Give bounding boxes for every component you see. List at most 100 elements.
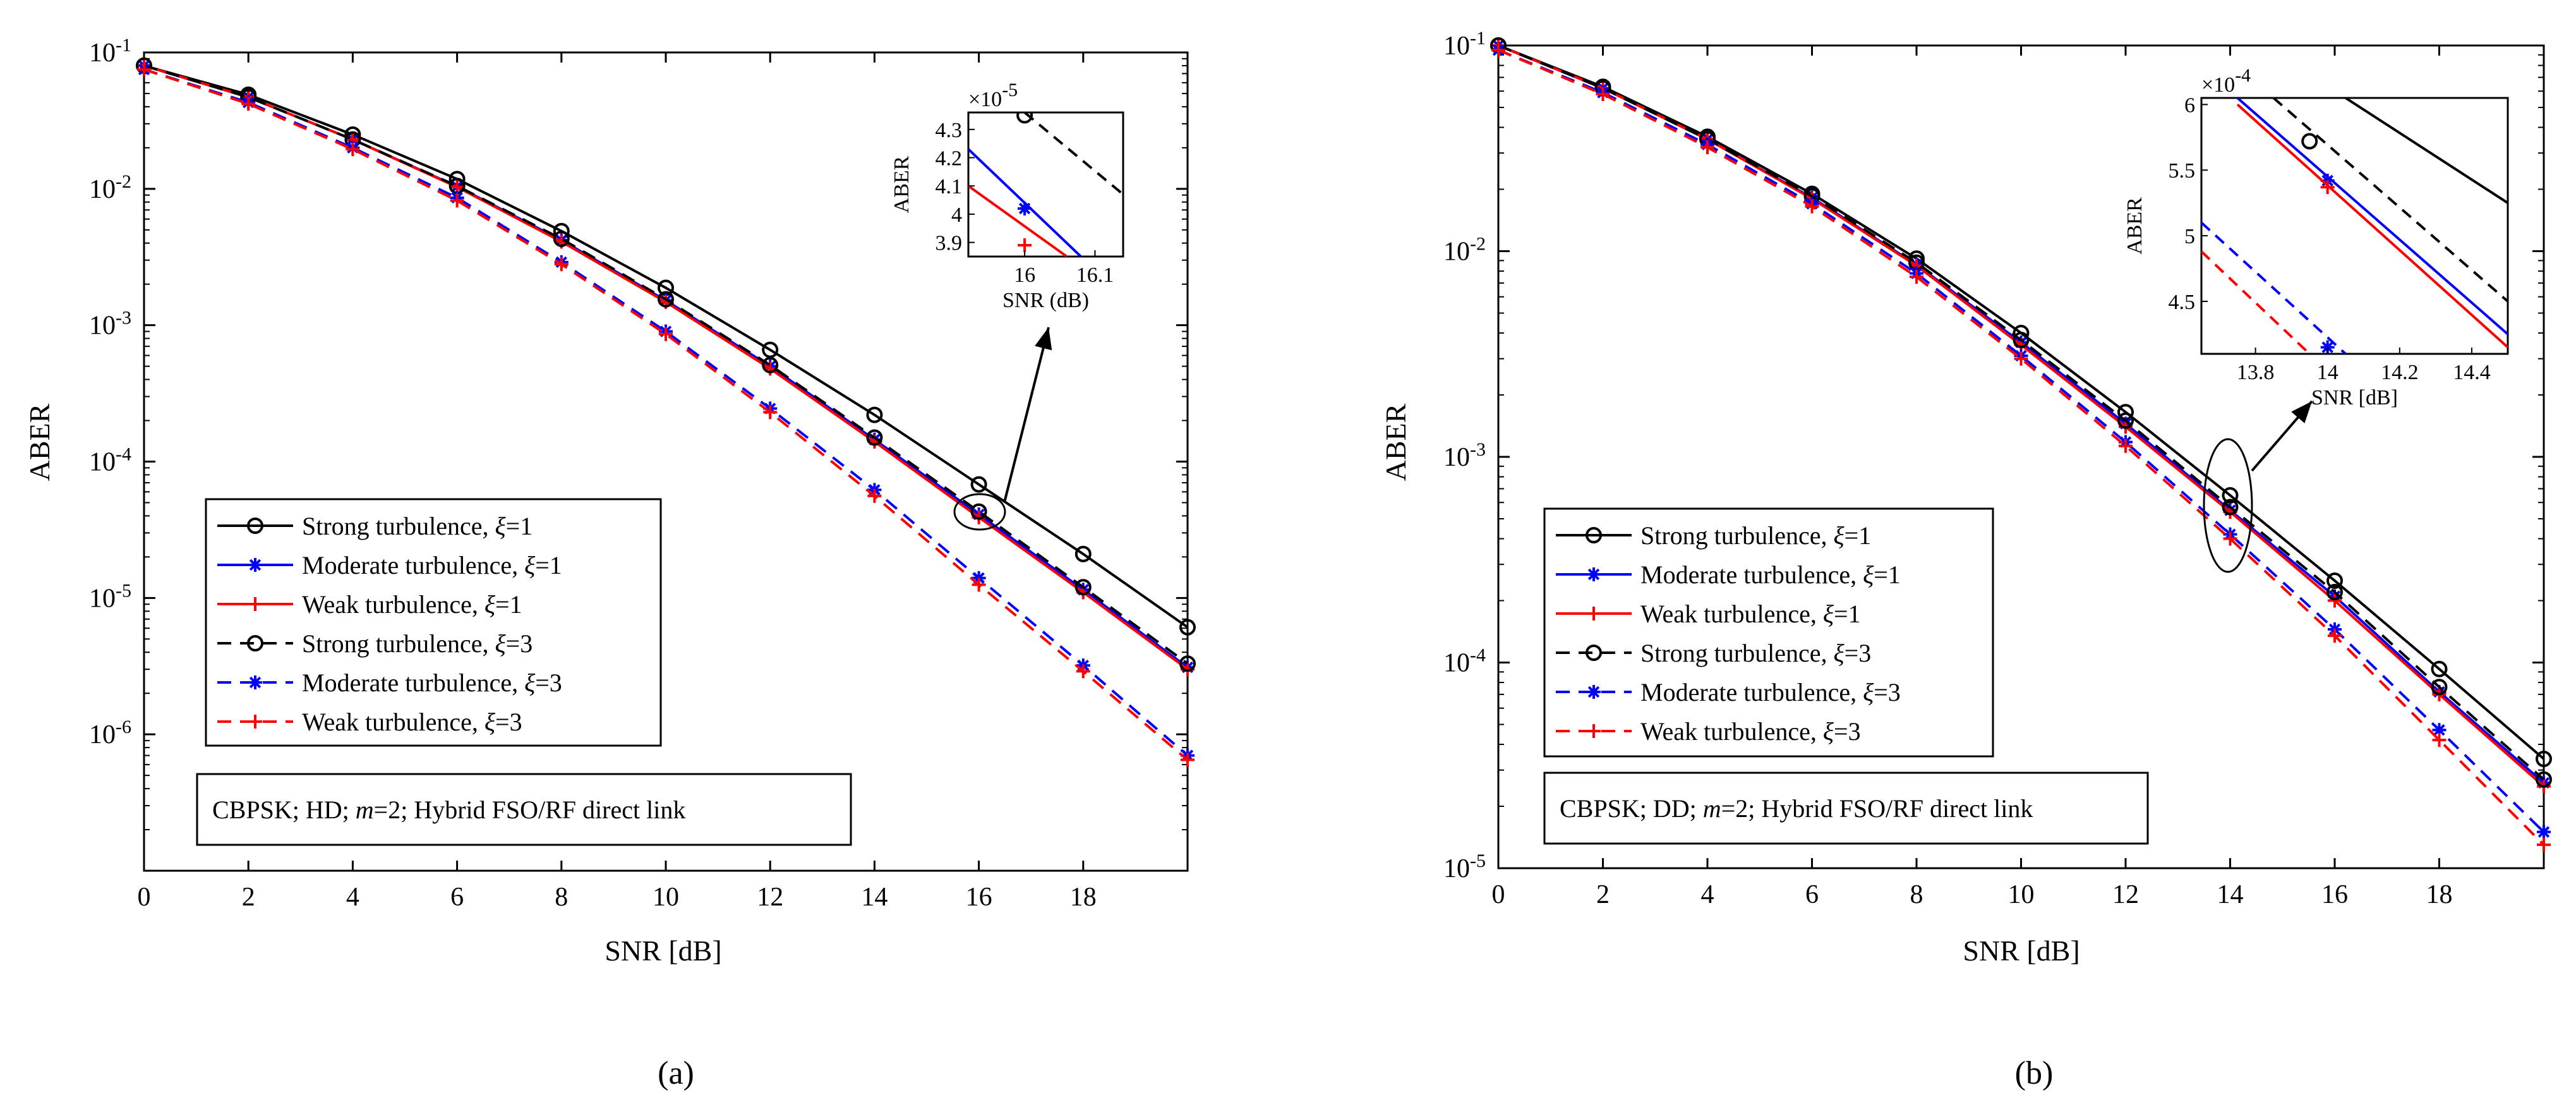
inset-marker (1018, 238, 1032, 253)
data-point (1910, 270, 1923, 284)
legend-marker-arm (249, 676, 262, 689)
zoom-arrow-head (1035, 327, 1052, 351)
y-tick-label-base: 10 (1443, 238, 1470, 267)
zoom-arrow-head (2291, 401, 2312, 423)
y-tick-label-exp: -4 (1470, 645, 1486, 666)
data-point (2536, 751, 2552, 768)
data-point-circle (2536, 751, 2552, 768)
x-tick-label: 14 (861, 883, 888, 912)
data-point (2222, 487, 2239, 504)
legend-text: Weak turbulence, (1640, 600, 1823, 628)
legend-text: Moderate turbulence, (1640, 560, 1863, 589)
inset-frame (2200, 97, 2509, 355)
legend-value: =1 (1874, 560, 1901, 589)
data-point (346, 142, 360, 157)
annotation-part: CBPSK; HD; (212, 796, 356, 824)
x-tick-label: 0 (1492, 880, 1505, 909)
data-point (1805, 199, 1819, 214)
legend-entry: Strong turbulence, ξ=3 (1640, 639, 1871, 667)
inset-multiplier: ×10-5 (968, 80, 1018, 111)
inset-x-tick-label: 14.2 (2381, 361, 2419, 384)
x-tick-label: 6 (450, 883, 464, 912)
data-point-arm (2433, 724, 2445, 736)
series-line (143, 68, 1189, 757)
legend-entry: Strong turbulence, ξ=1 (1640, 521, 1871, 550)
legend-xi: ξ (1823, 717, 1834, 746)
legend-text: Moderate turbulence, (302, 669, 524, 697)
data-point (762, 341, 779, 358)
inset-line (2345, 98, 2508, 204)
data-point-circle (2222, 487, 2239, 504)
legend-value: =3 (1834, 717, 1861, 746)
y-tick-label-exp: -2 (116, 171, 131, 192)
legend-marker (1586, 527, 1602, 543)
y-tick-label: 10-6 (89, 717, 131, 749)
legend-text: Moderate turbulence, (302, 551, 524, 579)
data-point (1491, 43, 1505, 58)
legend-text: Strong turbulence, (302, 512, 495, 540)
legend-entry: Weak turbulence, ξ=3 (302, 708, 522, 736)
legend-marker-arm (1587, 686, 1600, 698)
y-tick-label-exp: -1 (116, 35, 131, 56)
legend-value: =1 (1834, 600, 1861, 628)
legend-xi: ξ (495, 512, 507, 540)
legend-value: =1 (1845, 521, 1872, 550)
legend-marker-circle (247, 518, 263, 534)
y-tick-label: 10-1 (89, 35, 131, 68)
data-point (1181, 753, 1195, 767)
legend-marker (248, 597, 262, 611)
y-tick-label-exp: -6 (116, 717, 131, 737)
x-tick-label: 18 (1070, 883, 1097, 912)
data-point (1076, 664, 1090, 679)
data-point (241, 97, 256, 111)
inset-series (968, 112, 1123, 257)
inset-x-tick-label: 14 (2317, 361, 2338, 384)
inset-series (2201, 98, 2508, 354)
data-point (659, 327, 673, 341)
x-tick-label: 14 (2217, 880, 2244, 909)
series-line (1498, 49, 2545, 846)
inset-marker-circle (2301, 133, 2318, 150)
legend-marker-circle (1586, 527, 1602, 543)
inset-y-tick-label: 4 (951, 203, 962, 227)
y-tick-label: 10-2 (1443, 234, 1486, 267)
inset-frame (967, 111, 1124, 258)
annotation-part: m (356, 796, 374, 824)
x-tick-label: 2 (1596, 880, 1610, 909)
data-point-circle (2326, 572, 2343, 589)
x-tick-label: 12 (757, 883, 783, 912)
zoom-ellipse (953, 493, 1006, 531)
legend-marker (1587, 567, 1601, 581)
data-point-circle (553, 230, 570, 247)
data-point-circle (2431, 679, 2448, 696)
panel-label: (a) (658, 1055, 694, 1091)
y-tick-label: 10-4 (1443, 645, 1486, 678)
y-tick-label: 10-2 (89, 171, 131, 204)
legend-box (205, 498, 662, 747)
inset-marker (1016, 112, 1033, 124)
data-point (763, 405, 778, 420)
data-point-circle (1179, 619, 1196, 636)
legend-text: Strong turbulence, (1640, 639, 1834, 667)
legend-value: =1 (495, 590, 522, 619)
data-point (2432, 723, 2447, 737)
legend-marker (248, 558, 262, 572)
legend-text: Weak turbulence, (302, 590, 485, 619)
x-tick-label: 8 (1910, 880, 1923, 909)
inset-line (2201, 250, 2311, 354)
y-axis-label: ABER (1380, 403, 1412, 481)
y-tick-label: 10-3 (89, 308, 131, 341)
data-point (2432, 733, 2447, 748)
data-point (1074, 579, 1092, 596)
inset-x-tick-label: 14.4 (2453, 361, 2491, 384)
legend-text: Weak turbulence, (1640, 717, 1823, 746)
y-tick-label-exp: -1 (1470, 28, 1486, 49)
x-tick-label: 18 (2426, 880, 2453, 909)
legend-marker (247, 518, 263, 534)
data-point-circle (866, 429, 883, 446)
inset-multiplier-base: ×10 (968, 88, 1002, 111)
data-point (2117, 412, 2134, 429)
data-point (2328, 593, 2342, 608)
data-point (137, 62, 151, 76)
